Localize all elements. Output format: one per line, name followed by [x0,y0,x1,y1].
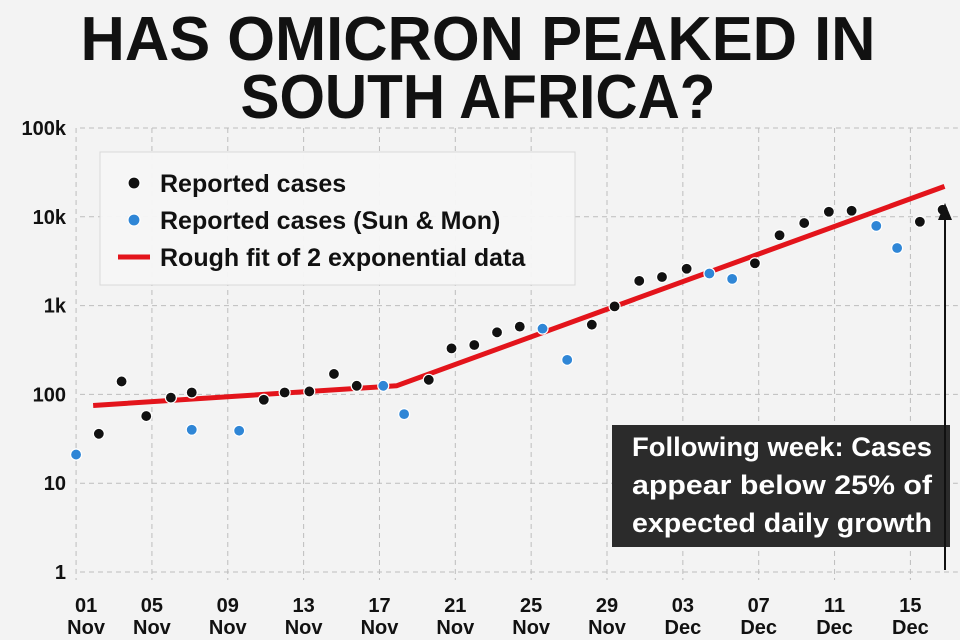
data-point [891,241,904,255]
y-tick-label: 100 [33,384,66,406]
data-point [536,322,549,335]
data-point [278,386,291,399]
data-point [633,274,646,287]
data-point [513,320,526,333]
data-point [422,373,435,386]
data-point [445,342,458,355]
data-point [608,300,621,313]
annotation-text: Following week: Cases [632,432,932,462]
data-point [822,205,835,218]
x-tick-label: 13 Nov [285,595,324,639]
data-point [913,215,926,228]
annotation-box [612,425,950,547]
data-point [233,424,246,437]
x-tick-label: 25 Nov [512,595,551,639]
annotation: Following week: Cases appear below 25% of… [612,203,952,570]
data-point [845,204,858,217]
legend-marker [127,213,141,227]
data-point [655,270,669,284]
data-point [773,229,786,242]
y-tick-label: 10 [44,473,66,495]
data-point [257,393,270,406]
data-point [798,216,811,230]
data-point [748,257,762,270]
data-point [115,375,128,388]
data-point [140,409,153,423]
data-point [377,379,390,392]
x-tick-label: 17 Nov [361,595,400,639]
data-point [585,318,598,331]
data-point [398,408,411,421]
annotation-text: expected daily growth [632,508,932,538]
data-point [303,385,316,398]
data-point [164,391,177,404]
x-tick-label: 29 Nov [588,595,627,639]
x-tick-label: 01 Nov [67,595,106,639]
legend: Reported cases Reported cases (Sun & Mon)… [99,151,576,286]
data-point [185,423,198,436]
legend-label: Rough fit of 2 exponential data [160,244,526,272]
legend-marker [127,176,141,190]
data-point [561,353,574,366]
x-tick-label: 09 Nov [209,595,248,639]
legend-label: Reported cases (Sun & Mon) [160,207,500,235]
x-tick-label: 11 Dec [816,595,853,639]
x-tick-label: 03 Dec [665,595,702,639]
data-point [468,338,481,352]
data-point [490,326,504,339]
data-point [680,262,693,275]
x-tick-label: 05 Nov [133,595,172,639]
y-tick-label: 100k [22,118,67,140]
y-tick-label: 1 [55,562,66,584]
data-point [92,427,105,440]
data-point [870,219,883,232]
data-point [703,267,716,280]
x-tick-label: 15 Dec [892,595,929,639]
y-tick-label: 1k [44,296,67,318]
data-point [350,379,363,392]
y-tick-label: 10k [33,207,67,229]
legend-label: Reported cases [160,170,346,198]
chart-title: SOUTH AFRICA? [241,63,716,132]
data-point [327,367,341,381]
fit-line [92,184,946,408]
data-point [185,386,198,399]
chart-title: HAS OMICRON PEAKED IN [81,5,876,74]
annotation-arrowhead [938,203,952,220]
x-tick-label: 07 Dec [740,595,777,639]
legend-box [99,151,576,286]
x-tick-label: 21 Nov [436,595,475,639]
data-point [69,448,83,461]
data-point [726,272,739,285]
annotation-text: appear below 25% of [632,470,933,500]
